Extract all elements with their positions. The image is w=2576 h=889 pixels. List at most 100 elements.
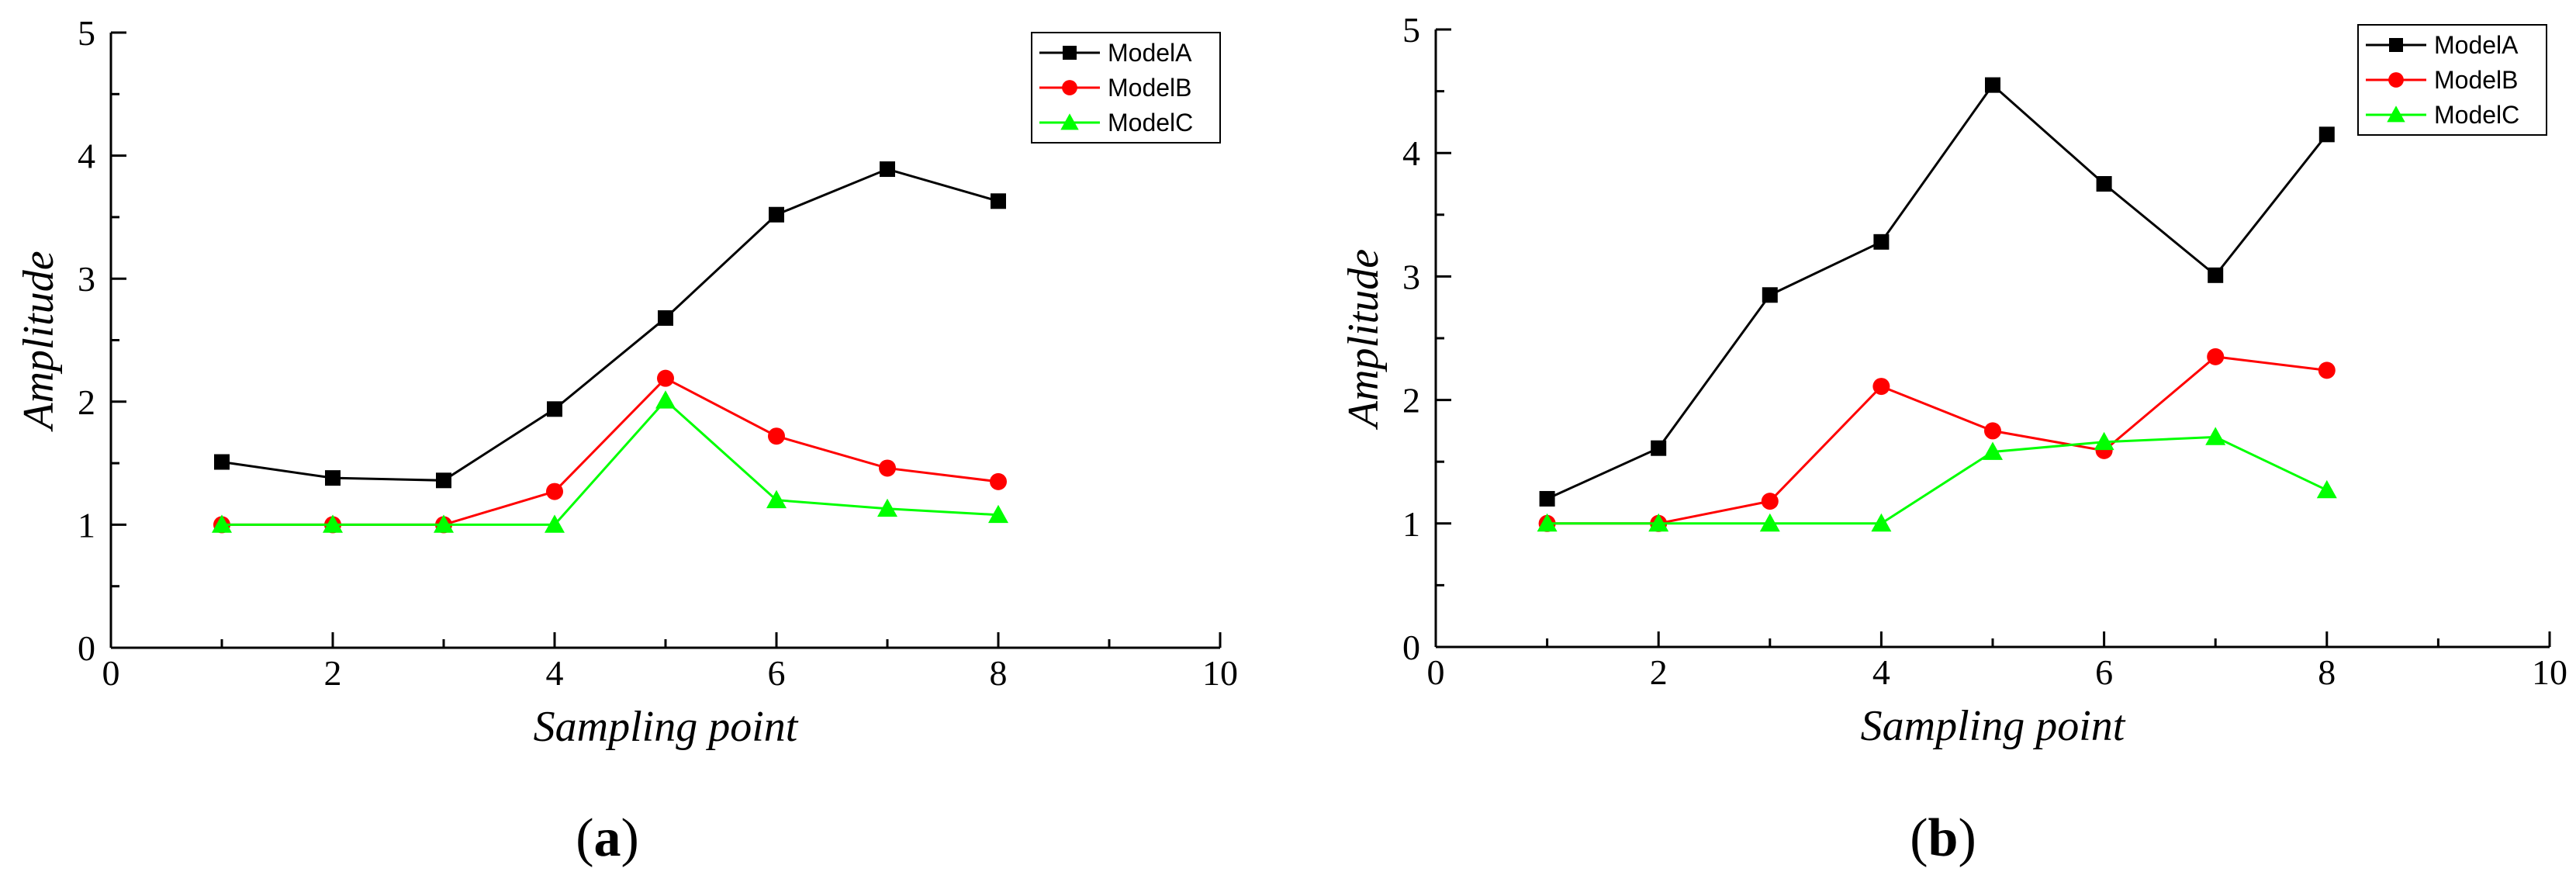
data-point-triangle xyxy=(1983,441,2003,460)
series-modelc xyxy=(1537,427,2337,532)
caption-close-paren: ) xyxy=(1958,808,1976,868)
y-tick-label: 5 xyxy=(78,13,95,53)
data-point-triangle xyxy=(1759,513,1780,532)
x-axis-title: Sampling point xyxy=(1861,702,2126,750)
data-point-circle xyxy=(1984,422,2001,440)
x-tick-label: 8 xyxy=(990,653,1008,693)
data-point-square xyxy=(1762,287,1778,303)
panel-caption: (a) xyxy=(576,808,639,868)
legend-label: ModelC xyxy=(1108,109,1193,137)
y-axis-title: Amplitude xyxy=(1340,249,1388,431)
data-point-triangle xyxy=(988,504,1008,524)
series-modela xyxy=(1539,77,2335,507)
x-tick-label: 0 xyxy=(102,653,120,693)
data-point-triangle xyxy=(655,390,676,409)
y-tick-label: 4 xyxy=(1402,133,1420,173)
legend-marker-square xyxy=(1063,46,1077,60)
data-point-triangle xyxy=(877,498,897,517)
data-point-square xyxy=(547,401,562,417)
data-point-square xyxy=(2208,267,2224,283)
data-point-circle xyxy=(1872,378,1890,396)
chart-panel-a: 0 2 4 6 8 10 0 1 2 3 4 5 Sampling point Amplitude Mode… xyxy=(15,13,1238,868)
legend-marker-circle xyxy=(2388,72,2404,88)
y-tick-label: 0 xyxy=(78,628,95,668)
data-point-circle xyxy=(1761,493,1779,510)
caption-letter: b xyxy=(1928,808,1959,868)
data-point-square xyxy=(1539,490,1555,507)
data-point-triangle xyxy=(1648,513,1669,532)
data-point-square xyxy=(2318,126,2335,143)
data-point-circle xyxy=(768,427,785,445)
x-tick-label: 2 xyxy=(1650,652,1668,692)
data-point-circle xyxy=(990,472,1007,490)
x-axis-title: Sampling point xyxy=(534,703,799,751)
x-tick-label: 2 xyxy=(324,653,342,693)
data-point-triangle xyxy=(545,514,565,533)
data-point-square xyxy=(991,193,1006,209)
data-point-square xyxy=(1873,233,1890,250)
y-tick-label: 0 xyxy=(1402,628,1420,667)
caption-letter: a xyxy=(594,808,621,868)
data-point-triangle xyxy=(2316,479,2337,499)
series-modela xyxy=(214,161,1006,489)
y-tick-label: 3 xyxy=(1402,257,1420,296)
data-point-circle xyxy=(657,369,674,387)
data-point-triangle xyxy=(1537,513,1558,532)
y-tick-label: 4 xyxy=(78,137,95,176)
legend-marker-triangle xyxy=(1060,113,1079,130)
legend-label: ModelB xyxy=(2434,66,2519,94)
x-tick-label: 8 xyxy=(2318,652,2336,692)
legend-label: ModelA xyxy=(2434,31,2519,59)
chart-panel-b: 0 2 4 6 8 10 0 1 2 3 4 5 Sampling point Amplitude Mode… xyxy=(1340,10,2567,868)
data-point-circle xyxy=(2318,361,2336,379)
y-tick-label: 5 xyxy=(1402,10,1420,50)
legend: ModelA ModelB ModelC xyxy=(2357,24,2547,136)
legend-label: ModelB xyxy=(1108,74,1192,102)
data-point-triangle xyxy=(434,514,454,533)
data-point-square xyxy=(214,454,230,470)
data-point-triangle xyxy=(2094,431,2114,451)
series-line xyxy=(221,168,999,482)
x-tick-label: 10 xyxy=(2532,652,2567,692)
data-point-square xyxy=(1651,440,1667,456)
data-point-circle xyxy=(2207,348,2225,365)
series-line xyxy=(1547,435,2328,525)
caption-open-paren: ( xyxy=(1910,808,1928,868)
y-tick-label: 1 xyxy=(78,505,95,545)
series-line xyxy=(222,399,999,526)
legend: ModelA ModelB ModelC xyxy=(1031,32,1221,144)
legend-marker-triangle xyxy=(2387,106,2405,123)
x-tick-label: 0 xyxy=(1427,652,1445,692)
data-point-circle xyxy=(879,459,896,477)
y-tick-label: 2 xyxy=(1402,381,1420,420)
data-point-square xyxy=(1985,77,2000,93)
legend-marker-square xyxy=(2389,38,2403,52)
x-tick-label: 6 xyxy=(2095,652,2113,692)
series-line xyxy=(1547,355,2327,525)
y-tick-label: 1 xyxy=(1402,504,1420,544)
legend-label: ModelA xyxy=(1108,39,1192,67)
x-tick-label: 10 xyxy=(1202,653,1238,693)
caption-close-paren: ) xyxy=(621,808,639,868)
y-tick-label: 2 xyxy=(78,382,95,422)
data-point-triangle xyxy=(323,514,343,533)
legend-marker-circle xyxy=(1062,80,1077,95)
x-tick-label: 6 xyxy=(768,653,786,693)
data-point-square xyxy=(658,310,673,326)
data-point-square xyxy=(325,470,341,486)
legend-label: ModelC xyxy=(2434,101,2519,129)
x-tick-label: 4 xyxy=(546,653,564,693)
data-point-square xyxy=(769,206,784,223)
data-point-triangle xyxy=(1871,513,1892,532)
data-point-triangle xyxy=(212,514,232,533)
panel-caption: (b) xyxy=(1910,808,1976,868)
y-axis-title: Amplitude xyxy=(15,251,63,432)
data-point-circle xyxy=(546,483,563,500)
data-point-triangle xyxy=(766,489,787,509)
y-tick-label: 3 xyxy=(78,259,95,299)
series-modelc xyxy=(212,390,1008,533)
series-line xyxy=(1546,83,2328,500)
data-point-square xyxy=(2096,176,2112,192)
